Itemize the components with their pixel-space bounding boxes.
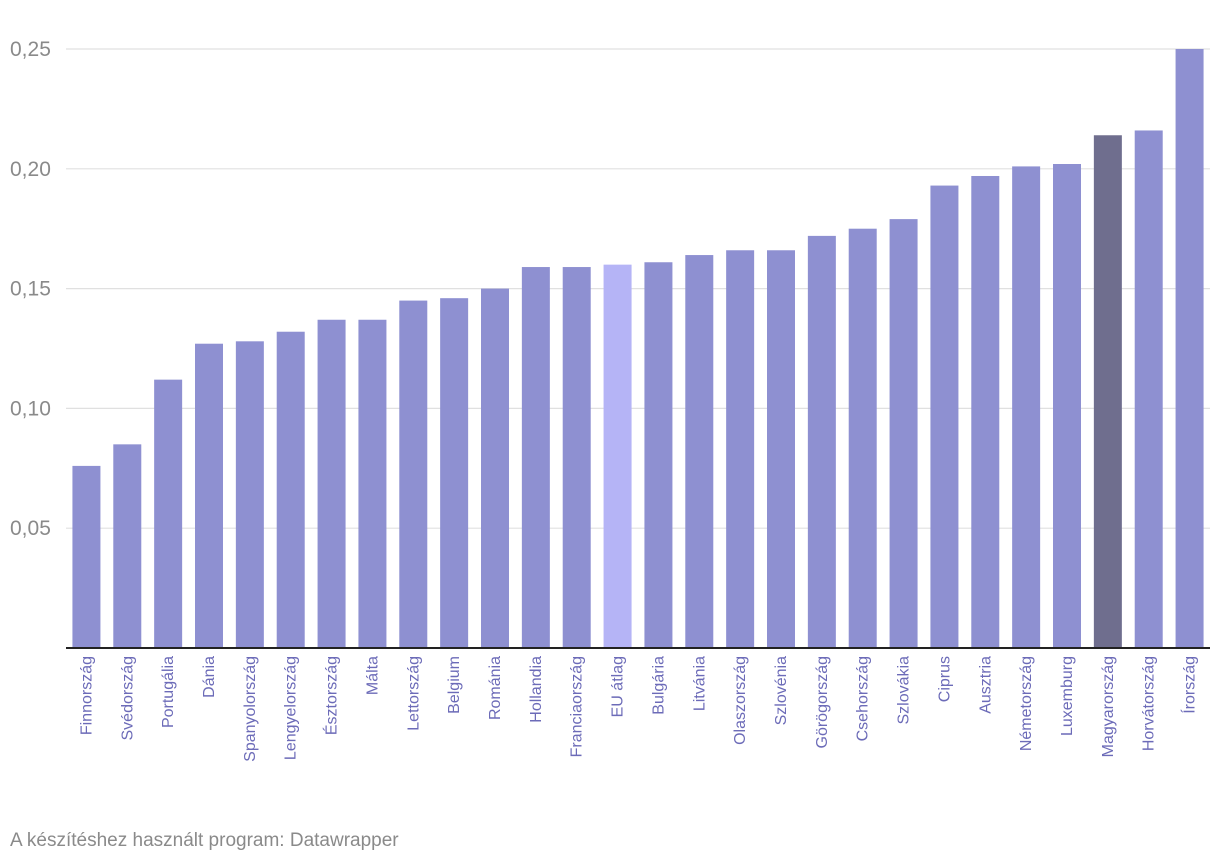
x-tick-label: Bulgária xyxy=(650,656,667,715)
bar-13 xyxy=(603,264,632,648)
x-tick-label: Szlovákia xyxy=(896,656,913,725)
x-tick-label: Hollandia xyxy=(528,656,545,723)
x-tick-label: Málta xyxy=(364,656,381,695)
x-tick-label: Horvátország xyxy=(1141,656,1158,751)
y-tick-label: 0,10 xyxy=(10,397,51,420)
x-tick-label: Ausztria xyxy=(977,656,994,714)
x-tick-label: Észtország xyxy=(322,656,341,735)
x-tick-label: Ciprus xyxy=(936,656,953,702)
bar-4 xyxy=(235,341,264,648)
y-tick-label: 0,15 xyxy=(10,278,51,301)
bar-8 xyxy=(399,300,428,648)
bar-17 xyxy=(767,250,795,649)
credit-footer: A készítéshez használt program: Datawrap… xyxy=(10,830,399,851)
bar-19 xyxy=(848,228,877,648)
bar-2 xyxy=(154,379,183,648)
bar-chart: 0,05 0,10 0,15 0,20 0,25 Finnország Svédorszá… xyxy=(10,38,1210,762)
bar-11 xyxy=(521,267,550,648)
bar-6 xyxy=(317,319,346,648)
bar-7 xyxy=(358,319,387,648)
bar-26 xyxy=(1134,130,1163,649)
bar-25 xyxy=(1093,135,1122,649)
x-tick-label: Írország xyxy=(1180,656,1199,714)
x-tick-label: Franciaország xyxy=(569,656,586,757)
x-tick-label: Lengyelország xyxy=(283,656,300,760)
bar-27 xyxy=(1175,49,1204,648)
x-axis-tick-labels: Finnország Svédország Portugália Dánia Spany… xyxy=(78,656,1198,762)
bar-9 xyxy=(440,298,469,648)
bar-22 xyxy=(971,175,1000,648)
bar-0 xyxy=(72,465,101,648)
x-tick-label: Dánia xyxy=(201,656,218,698)
x-tick-label: Csehország xyxy=(855,656,872,741)
bar-5 xyxy=(276,331,305,648)
x-tick-label: Szlovénia xyxy=(773,656,790,725)
bar-15 xyxy=(685,255,714,648)
x-tick-label: Magyarország xyxy=(1100,656,1117,757)
x-tick-label: Spanyolország xyxy=(242,656,259,762)
x-tick-label: Lettország xyxy=(405,656,422,731)
x-tick-label: Románia xyxy=(487,656,504,720)
x-tick-label: Németország xyxy=(1018,656,1035,751)
x-tick-label: EU átlag xyxy=(610,656,627,717)
bar-14 xyxy=(644,262,673,648)
x-tick-label: Finnország xyxy=(78,656,95,735)
x-tick-label: Portugália xyxy=(160,656,177,728)
bar-16 xyxy=(726,250,755,649)
x-tick-label: Svédország xyxy=(119,656,136,741)
bar-24 xyxy=(1053,164,1081,648)
bar-3 xyxy=(195,343,223,648)
x-tick-label: Görögország xyxy=(814,656,831,749)
bars xyxy=(72,49,1204,649)
x-tick-label: Olaszország xyxy=(732,656,749,745)
x-tick-label: Belgium xyxy=(446,656,463,714)
y-tick-label: 0,05 xyxy=(10,517,51,540)
bar-20 xyxy=(889,219,918,648)
y-tick-label: 0,25 xyxy=(10,38,51,61)
y-axis-tick-labels: 0,05 0,10 0,15 0,20 0,25 xyxy=(10,38,51,540)
bar-12 xyxy=(562,267,591,648)
bar-23 xyxy=(1012,166,1041,649)
x-tick-label: Luxemburg xyxy=(1059,656,1076,736)
bar-1 xyxy=(113,444,142,648)
bar-18 xyxy=(807,235,836,648)
bar-21 xyxy=(930,185,959,648)
y-tick-label: 0,20 xyxy=(10,158,51,181)
bar-10 xyxy=(481,288,509,648)
x-tick-label: Litvánia xyxy=(691,656,708,711)
